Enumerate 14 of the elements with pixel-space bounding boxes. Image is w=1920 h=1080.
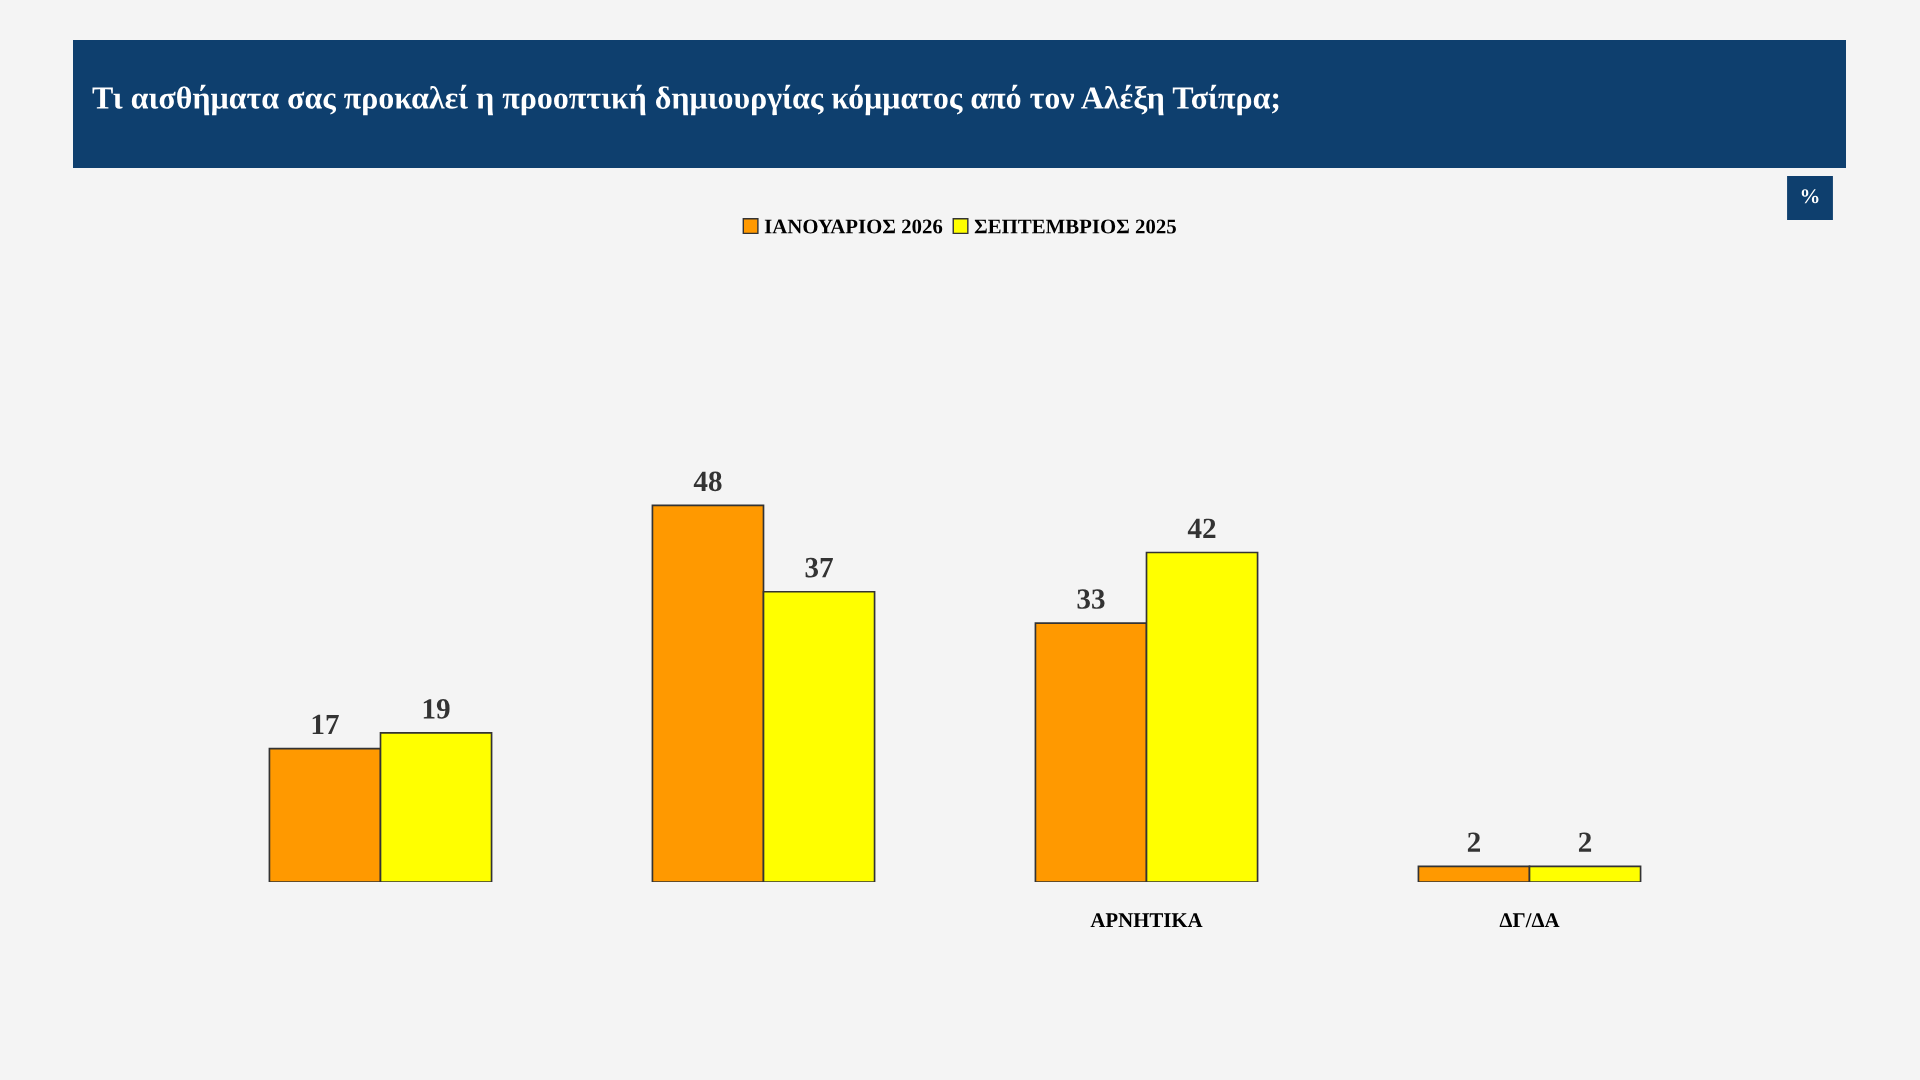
data-label: 2 <box>1467 832 1480 852</box>
x-tick-label: ΔΓ/ΔΑ <box>1499 913 1560 928</box>
data-label: 2 <box>1578 832 1592 852</box>
data-label: 17 <box>312 714 339 735</box>
data-label: 42 <box>1187 518 1216 538</box>
chart-title: Τι αισθήματα σας προκαλεί η προοπτική δημιουργίας κόμματος από τον Αλέξη Τσίπρα; <box>92 84 1279 116</box>
text: % <box>1801 189 1819 204</box>
data-label: 33 <box>1077 589 1105 609</box>
data-label: 37 <box>805 557 833 578</box>
legend-label: ΣΕΠΤΕΜΒΡΙΟΣ 2025 <box>974 219 1176 234</box>
data-label: 19 <box>423 699 450 719</box>
data-label: 48 <box>693 471 722 492</box>
legend-label: ΙΑΝΟΥΑΡΙΟΣ 2026 <box>764 219 943 234</box>
x-tick-label: ΑΡΝΗΤΙΚΑ <box>1090 913 1203 928</box>
